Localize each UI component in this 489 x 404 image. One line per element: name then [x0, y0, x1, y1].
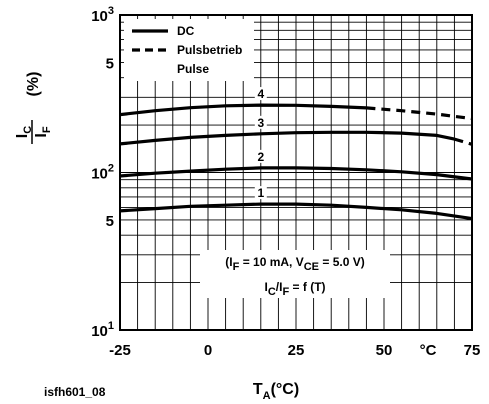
y-axis-numerator: IC: [14, 126, 34, 138]
x-tick-label: 0: [204, 342, 212, 359]
series-4-dashed-line: [366, 106, 473, 121]
labels-layer: 1 2 3 4: [254, 87, 267, 200]
legend-label-dc: DC: [177, 24, 195, 38]
y-tick-label: 102: [91, 163, 114, 183]
series-label-4: 4: [257, 87, 264, 101]
annotation-conditions: (IF = 10 mA, VCE = 5.0 V): [225, 255, 364, 273]
x-tick-label: 25: [288, 342, 305, 359]
y-tick-label: 5: [106, 55, 114, 72]
series-label-1: 1: [257, 186, 264, 200]
series-label-background: [254, 186, 267, 200]
series-label-background: [254, 149, 267, 163]
y-tick-label: 101: [91, 320, 114, 340]
tick-labels: 103 5 102 5 101 -25 0 25 50 75 °C: [91, 5, 480, 359]
series-label-3: 3: [257, 116, 264, 130]
series-label-background: [254, 115, 267, 129]
x-unit-label: °C: [420, 342, 437, 359]
annotation-box: [200, 250, 390, 298]
series-layer: [119, 103, 473, 221]
x-tick-label: -25: [109, 342, 131, 359]
legend-label-pulsbetrieb: Pulsbetrieb: [177, 43, 242, 57]
y-axis-unit: (%): [25, 72, 42, 97]
annotation-function: IC/IF = f (T): [264, 280, 325, 298]
series-label-2: 2: [257, 150, 264, 164]
series-4-solid-line: [119, 103, 367, 117]
figure-id: isfh601_08: [44, 385, 106, 399]
y-tick-label: 5: [106, 213, 114, 230]
x-axis-title: TA(°C): [253, 381, 299, 402]
series-3-solid-line: [119, 130, 455, 146]
legend: DC Pulsbetrieb Pulse: [124, 19, 254, 81]
condition-annotation: (IF = 10 mA, VCE = 5.0 V) IC/IF = f (T): [200, 250, 390, 298]
y-axis-title: IC IF (%): [14, 72, 53, 144]
series-2-solid-line: [119, 166, 473, 181]
y-tick-label: 103: [91, 5, 114, 25]
plot-frame: [119, 14, 473, 331]
x-tick-label: 50: [376, 342, 393, 359]
series-3-dashed-line: [453, 137, 473, 146]
series-label-background: [254, 87, 267, 101]
x-tick-label: 75: [464, 342, 481, 359]
legend-label-pulse: Pulse: [177, 62, 209, 76]
series-1-solid-line: [119, 202, 473, 221]
y-axis-denominator: IF: [33, 126, 53, 137]
